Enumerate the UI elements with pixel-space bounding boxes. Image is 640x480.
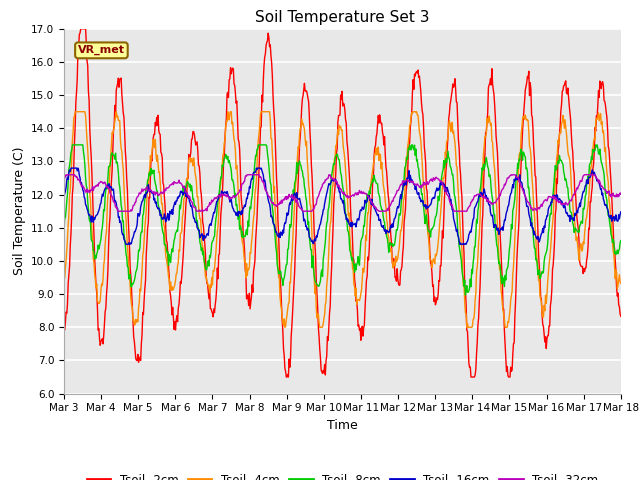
Text: VR_met: VR_met bbox=[78, 45, 125, 56]
Legend: Tsoil -2cm, Tsoil -4cm, Tsoil -8cm, Tsoil -16cm, Tsoil -32cm: Tsoil -2cm, Tsoil -4cm, Tsoil -8cm, Tsoi… bbox=[82, 469, 603, 480]
Title: Soil Temperature Set 3: Soil Temperature Set 3 bbox=[255, 10, 429, 25]
X-axis label: Time: Time bbox=[327, 419, 358, 432]
Y-axis label: Soil Temperature (C): Soil Temperature (C) bbox=[13, 147, 26, 276]
